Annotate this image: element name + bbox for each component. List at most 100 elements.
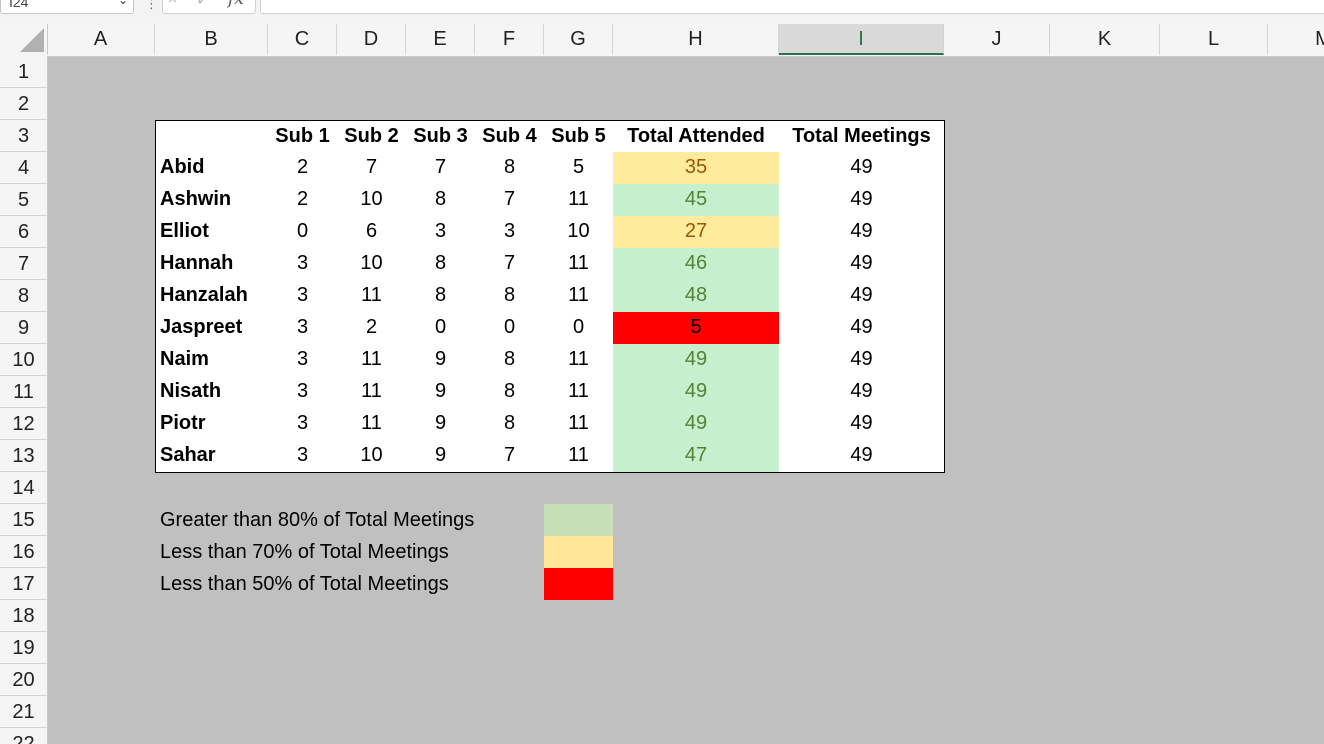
- sub-cell[interactable]: 7: [475, 440, 545, 473]
- row-header-3[interactable]: 3: [0, 120, 47, 152]
- more-options-icon[interactable]: ⋮: [145, 0, 158, 11]
- row-header-17[interactable]: 17: [0, 568, 47, 600]
- row-header-13[interactable]: 13: [0, 440, 47, 472]
- row-header-6[interactable]: 6: [0, 216, 47, 248]
- insert-function-icon[interactable]: fx: [228, 0, 244, 9]
- sub-cell[interactable]: 2: [337, 312, 407, 345]
- sub-cell[interactable]: 7: [475, 184, 545, 217]
- sub-cell[interactable]: 11: [337, 408, 407, 441]
- sub-cell[interactable]: 2: [268, 152, 338, 185]
- name-cell[interactable]: Naim: [155, 344, 269, 377]
- sub-cell[interactable]: 3: [475, 216, 545, 249]
- total-attended-cell[interactable]: 48: [613, 280, 780, 313]
- total-attended-cell[interactable]: 27: [613, 216, 780, 249]
- sub-cell[interactable]: 8: [475, 376, 545, 409]
- row-header-1[interactable]: 1: [0, 56, 47, 88]
- sub-cell[interactable]: 0: [268, 216, 338, 249]
- total-meetings-cell[interactable]: 49: [779, 376, 945, 409]
- sub-cell[interactable]: 8: [475, 280, 545, 313]
- column-header-h[interactable]: H: [613, 24, 779, 55]
- total-meetings-cell[interactable]: 49: [779, 152, 945, 185]
- total-attended-cell[interactable]: 46: [613, 248, 780, 281]
- sub-cell[interactable]: 0: [544, 312, 614, 345]
- row-header-11[interactable]: 11: [0, 376, 47, 408]
- total-meetings-cell[interactable]: 49: [779, 344, 945, 377]
- row-header-9[interactable]: 9: [0, 312, 47, 344]
- name-cell[interactable]: Abid: [155, 152, 269, 185]
- sub-cell[interactable]: 8: [406, 184, 476, 217]
- column-header-d[interactable]: D: [337, 24, 406, 55]
- sub-cell[interactable]: 7: [337, 152, 407, 185]
- sub-cell[interactable]: 9: [406, 440, 476, 473]
- column-header-b[interactable]: B: [155, 24, 268, 55]
- total-meetings-cell[interactable]: 49: [779, 248, 945, 281]
- row-header-14[interactable]: 14: [0, 472, 47, 504]
- sub-cell[interactable]: 6: [337, 216, 407, 249]
- table-header-cell[interactable]: Sub 5: [544, 120, 614, 153]
- sub-cell[interactable]: 5: [544, 152, 614, 185]
- column-header-c[interactable]: C: [268, 24, 337, 55]
- sub-cell[interactable]: 3: [268, 440, 338, 473]
- row-header-4[interactable]: 4: [0, 152, 47, 184]
- total-attended-cell[interactable]: 49: [613, 408, 780, 441]
- column-header-g[interactable]: G: [544, 24, 613, 55]
- total-meetings-cell[interactable]: 49: [779, 408, 945, 441]
- column-header-l[interactable]: L: [1160, 24, 1268, 55]
- sub-cell[interactable]: 11: [544, 408, 614, 441]
- total-attended-cell[interactable]: 5: [613, 312, 780, 345]
- sub-cell[interactable]: 8: [475, 344, 545, 377]
- row-header-19[interactable]: 19: [0, 632, 47, 664]
- name-box[interactable]: I24: [0, 0, 134, 14]
- sub-cell[interactable]: 8: [475, 152, 545, 185]
- row-header-20[interactable]: 20: [0, 664, 47, 696]
- sub-cell[interactable]: 11: [337, 344, 407, 377]
- name-cell[interactable]: Elliot: [155, 216, 269, 249]
- sub-cell[interactable]: 3: [268, 248, 338, 281]
- total-meetings-cell[interactable]: 49: [779, 440, 945, 473]
- column-header-i[interactable]: I: [779, 24, 944, 55]
- name-cell[interactable]: Nisath: [155, 376, 269, 409]
- table-header-cell[interactable]: Sub 3: [406, 120, 476, 153]
- cancel-icon[interactable]: ×: [168, 0, 177, 9]
- sub-cell[interactable]: 0: [475, 312, 545, 345]
- table-header-cell[interactable]: Sub 1: [268, 120, 338, 153]
- sub-cell[interactable]: 8: [475, 408, 545, 441]
- row-header-18[interactable]: 18: [0, 600, 47, 632]
- row-header-16[interactable]: 16: [0, 536, 47, 568]
- sub-cell[interactable]: 9: [406, 408, 476, 441]
- name-cell[interactable]: Ashwin: [155, 184, 269, 217]
- sub-cell[interactable]: 11: [544, 248, 614, 281]
- sub-cell[interactable]: 10: [544, 216, 614, 249]
- row-header-22[interactable]: 22: [0, 728, 47, 744]
- sub-cell[interactable]: 3: [268, 376, 338, 409]
- row-header-12[interactable]: 12: [0, 408, 47, 440]
- column-header-m[interactable]: M: [1268, 24, 1324, 55]
- row-header-5[interactable]: 5: [0, 184, 47, 216]
- table-header-cell[interactable]: Sub 4: [475, 120, 545, 153]
- sub-cell[interactable]: 10: [337, 248, 407, 281]
- row-header-2[interactable]: 2: [0, 88, 47, 120]
- sub-cell[interactable]: 11: [544, 440, 614, 473]
- row-header-7[interactable]: 7: [0, 248, 47, 280]
- row-header-21[interactable]: 21: [0, 696, 47, 728]
- sub-cell[interactable]: 3: [268, 408, 338, 441]
- column-header-e[interactable]: E: [406, 24, 475, 55]
- name-cell[interactable]: Sahar: [155, 440, 269, 473]
- total-meetings-cell[interactable]: 49: [779, 216, 945, 249]
- sub-cell[interactable]: 10: [337, 440, 407, 473]
- table-header-cell[interactable]: Sub 2: [337, 120, 407, 153]
- total-attended-cell[interactable]: 45: [613, 184, 780, 217]
- name-cell[interactable]: Hanzalah: [155, 280, 269, 313]
- sub-cell[interactable]: 11: [544, 376, 614, 409]
- chevron-down-icon[interactable]: ⌄: [117, 0, 129, 7]
- column-header-j[interactable]: J: [944, 24, 1050, 55]
- sub-cell[interactable]: 9: [406, 376, 476, 409]
- row-header-10[interactable]: 10: [0, 344, 47, 376]
- column-header-a[interactable]: A: [47, 24, 155, 55]
- sub-cell[interactable]: 9: [406, 344, 476, 377]
- sub-cell[interactable]: 3: [406, 216, 476, 249]
- row-header-8[interactable]: 8: [0, 280, 47, 312]
- total-attended-cell[interactable]: 47: [613, 440, 780, 473]
- total-meetings-cell[interactable]: 49: [779, 184, 945, 217]
- sub-cell[interactable]: 8: [406, 248, 476, 281]
